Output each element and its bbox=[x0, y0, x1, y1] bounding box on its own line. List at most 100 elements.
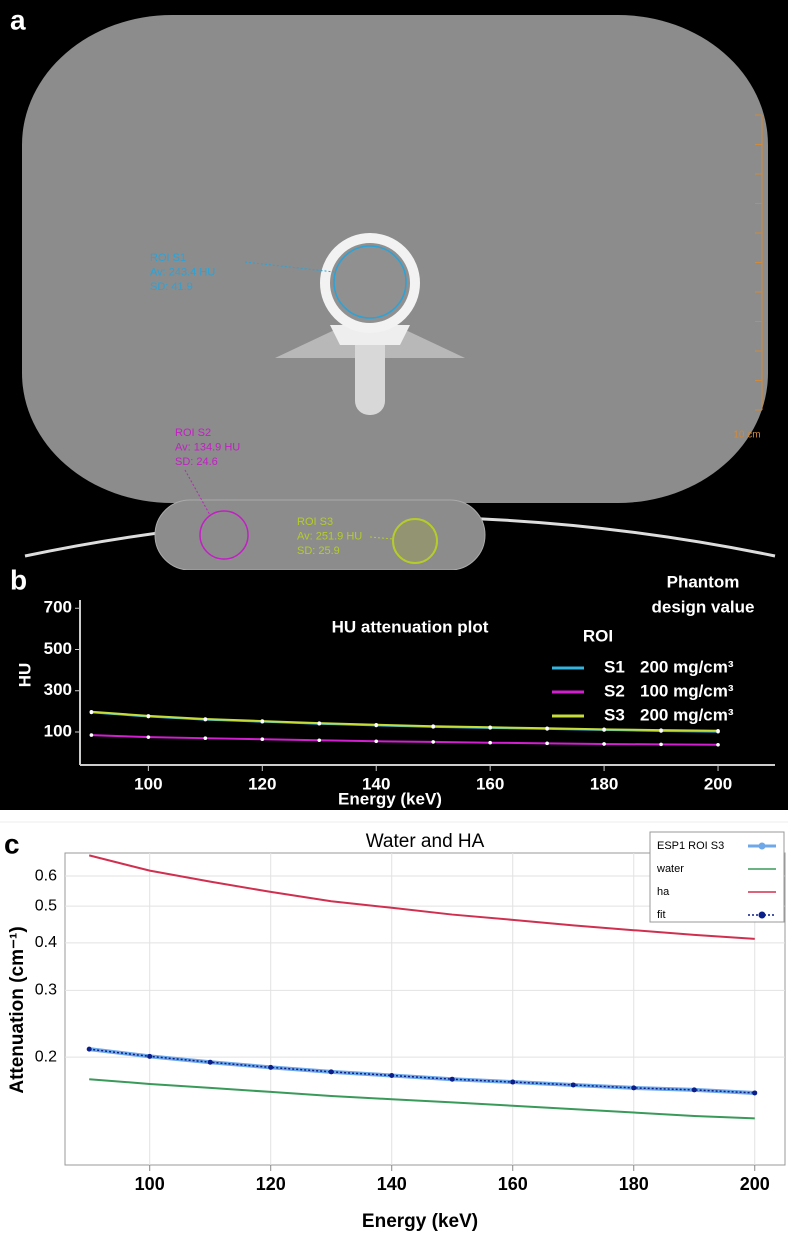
x-tick-label: 120 bbox=[256, 1174, 286, 1194]
data-point bbox=[374, 739, 379, 744]
vertebral-body bbox=[320, 233, 420, 333]
x-tick-label: 180 bbox=[590, 774, 618, 793]
x-tick-label: 120 bbox=[248, 774, 276, 793]
panel-label: b bbox=[10, 564, 27, 595]
y-tick-label: 0.2 bbox=[35, 1048, 57, 1065]
spinous-process bbox=[355, 330, 385, 415]
data-point bbox=[328, 1069, 334, 1075]
data-point bbox=[203, 736, 208, 740]
x-tick-label: 100 bbox=[134, 774, 162, 793]
legend-title: Phantom bbox=[667, 572, 740, 591]
y-tick-label: 0.5 bbox=[35, 897, 57, 914]
y-tick-label: 300 bbox=[44, 680, 72, 699]
legend-label: ha bbox=[657, 886, 670, 898]
x-tick-label: 160 bbox=[476, 774, 504, 793]
roi-circle bbox=[392, 518, 438, 564]
data-point bbox=[545, 741, 549, 746]
data-point bbox=[449, 1076, 455, 1082]
data-point bbox=[374, 722, 379, 727]
y-tick-label: 0.4 bbox=[35, 934, 57, 951]
x-tick-label: 180 bbox=[619, 1174, 649, 1194]
series-line bbox=[91, 710, 719, 732]
data-point bbox=[86, 1046, 92, 1052]
data-point bbox=[89, 709, 94, 714]
data-point bbox=[570, 1082, 576, 1088]
legend-value: 100 mg/cm³ bbox=[640, 681, 734, 700]
data-point bbox=[203, 717, 208, 721]
data-point bbox=[602, 742, 606, 746]
panel-b-background bbox=[0, 570, 788, 810]
data-point bbox=[146, 714, 151, 718]
data-point bbox=[488, 725, 492, 730]
data-point bbox=[89, 733, 94, 737]
chart-title: Water and HA bbox=[366, 831, 485, 852]
x-tick-label: 200 bbox=[704, 774, 732, 793]
y-tick-label: 0.6 bbox=[35, 867, 57, 884]
data-point bbox=[389, 1072, 395, 1078]
legend-marker bbox=[758, 842, 766, 850]
roi-label: ROI S1 bbox=[150, 252, 186, 264]
legend-label: ESP1 ROI S3 bbox=[657, 840, 724, 852]
legend-value: 200 mg/cm³ bbox=[640, 705, 734, 724]
x-tick-label: 140 bbox=[362, 774, 390, 793]
legend-title: ROI bbox=[583, 626, 613, 645]
x-tick-label: 200 bbox=[740, 1174, 770, 1194]
roi-label: SD: 24.6 bbox=[175, 456, 218, 468]
y-axis-label: HU bbox=[15, 663, 34, 688]
legend-title: design value bbox=[652, 597, 755, 616]
x-tick-label: 160 bbox=[498, 1174, 528, 1194]
x-axis-label: Energy (keV) bbox=[338, 789, 442, 808]
data-point bbox=[488, 740, 492, 745]
legend-marker bbox=[758, 911, 766, 919]
roi-circle bbox=[333, 245, 407, 319]
roi-leader bbox=[244, 261, 335, 273]
x-tick-label: 140 bbox=[377, 1174, 407, 1194]
legend-label: S1 bbox=[604, 657, 625, 676]
data-point bbox=[268, 1064, 274, 1070]
data-point bbox=[431, 724, 435, 729]
series-line bbox=[91, 734, 719, 746]
legend-label: water bbox=[656, 863, 684, 875]
data-point bbox=[317, 721, 322, 725]
series-line bbox=[88, 854, 755, 940]
roi-leader bbox=[184, 469, 211, 516]
x-tick-label: 100 bbox=[135, 1174, 165, 1194]
legend-value: 200 mg/cm³ bbox=[640, 657, 734, 676]
data-point bbox=[207, 1059, 213, 1065]
roi-label: Av: 251.9 HU bbox=[297, 530, 362, 542]
data-point bbox=[716, 742, 720, 747]
panel-label: c bbox=[4, 828, 20, 859]
legend-label: fit bbox=[657, 909, 666, 921]
data-point bbox=[146, 735, 151, 739]
series-group bbox=[86, 854, 758, 1120]
roi-label: ROI S2 bbox=[175, 427, 211, 439]
legend-label: S2 bbox=[604, 681, 625, 700]
roi-label: Av: 243.4 HU bbox=[150, 266, 215, 278]
chart-title: HU attenuation plot bbox=[332, 617, 489, 636]
data-point bbox=[260, 737, 265, 742]
data-point bbox=[752, 1090, 758, 1096]
data-point bbox=[659, 728, 663, 732]
scale-label: 10 cm bbox=[733, 430, 760, 441]
data-point bbox=[659, 742, 663, 747]
x-axis-label: Energy (keV) bbox=[362, 1211, 478, 1232]
data-point bbox=[631, 1085, 637, 1091]
roi-label: ROI S3 bbox=[297, 516, 333, 528]
scale-ticks bbox=[755, 114, 762, 411]
data-point bbox=[716, 728, 720, 733]
roi-label: SD: 25.9 bbox=[297, 545, 340, 557]
data-point bbox=[510, 1079, 516, 1085]
y-tick-label: 700 bbox=[44, 598, 72, 617]
data-point bbox=[260, 719, 265, 723]
y-axis-label: Attenuation (cm⁻¹) bbox=[7, 926, 28, 1093]
data-point bbox=[691, 1087, 697, 1093]
y-tick-label: 100 bbox=[44, 721, 72, 740]
roi-label: Av: 134.9 HU bbox=[175, 441, 240, 453]
roi-circle bbox=[199, 510, 249, 560]
series-line bbox=[89, 1078, 755, 1120]
data-point bbox=[147, 1053, 153, 1059]
data-point bbox=[431, 740, 435, 744]
data-point bbox=[317, 738, 322, 743]
vertebra-arch bbox=[330, 325, 410, 345]
